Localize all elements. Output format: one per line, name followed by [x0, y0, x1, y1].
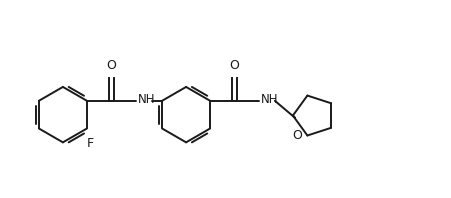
- Text: O: O: [291, 129, 301, 142]
- Text: NH: NH: [260, 93, 277, 106]
- Text: O: O: [229, 59, 239, 72]
- Text: F: F: [87, 137, 94, 149]
- Text: O: O: [106, 59, 116, 72]
- Text: NH: NH: [137, 93, 155, 106]
